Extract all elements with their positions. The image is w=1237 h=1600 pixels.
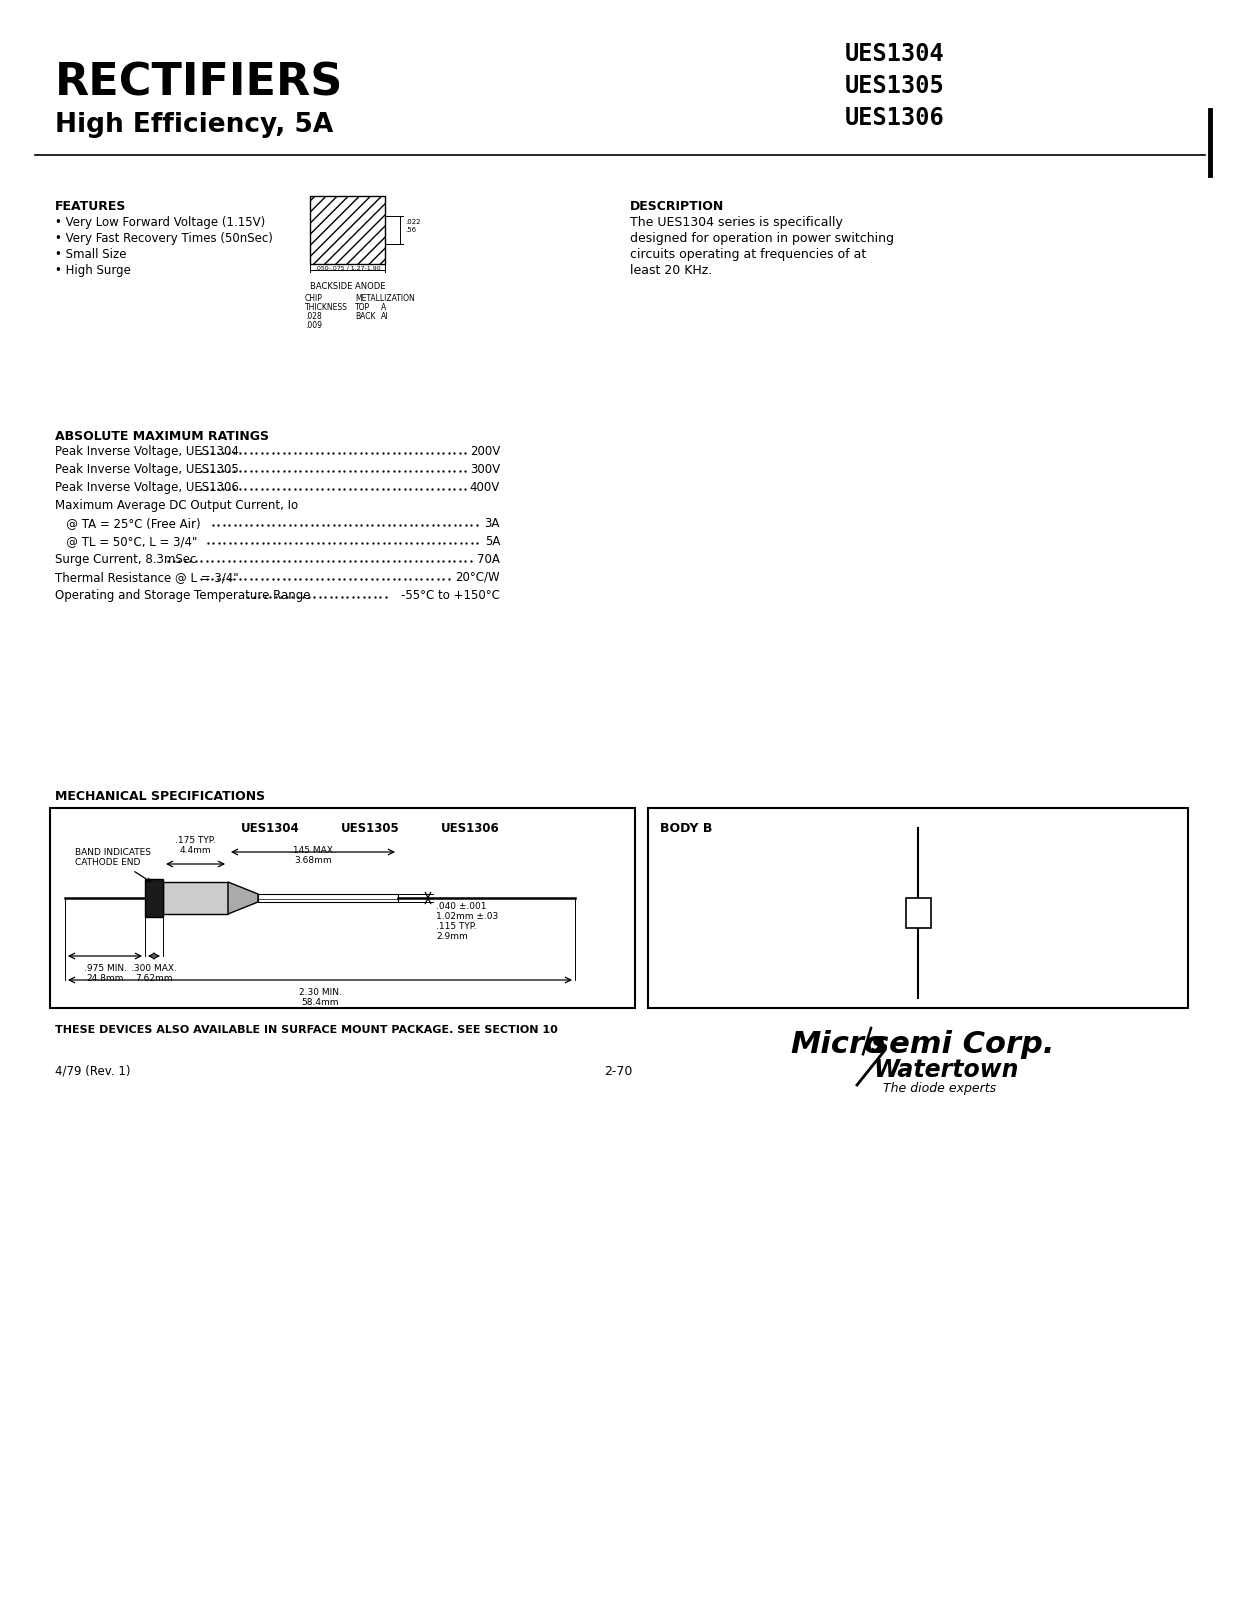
Text: circuits operating at frequencies of at: circuits operating at frequencies of at	[630, 248, 866, 261]
Text: .115 TYP.
2.9mm: .115 TYP. 2.9mm	[435, 922, 476, 941]
Bar	[648, 808, 1188, 1008]
Text: UES1304: UES1304	[845, 42, 945, 66]
Text: BAND INDICATES
CATHODE END: BAND INDICATES CATHODE END	[75, 848, 151, 882]
Text: RECTIFIERS: RECTIFIERS	[54, 62, 344, 106]
Text: • Very Fast Recovery Times (50nSec): • Very Fast Recovery Times (50nSec)	[54, 232, 273, 245]
Bar	[310, 195, 385, 264]
Text: 200V: 200V	[470, 445, 500, 458]
Text: Peak Inverse Voltage, UES1305: Peak Inverse Voltage, UES1305	[54, 462, 239, 477]
Text: • High Surge: • High Surge	[54, 264, 131, 277]
Bar	[259, 894, 398, 902]
Text: A: A	[381, 302, 386, 312]
Text: Micro: Micro	[790, 1030, 884, 1059]
Text: .022
.56: .022 .56	[404, 219, 421, 232]
Text: .300 MAX.
7.62mm: .300 MAX. 7.62mm	[131, 963, 177, 984]
Text: UES1306: UES1306	[845, 106, 945, 130]
Text: Operating and Storage Temperature Range: Operating and Storage Temperature Range	[54, 589, 310, 602]
Text: designed for operation in power switching: designed for operation in power switchin…	[630, 232, 894, 245]
Text: .050-.075 / 1.27-1.90: .050-.075 / 1.27-1.90	[314, 266, 380, 270]
Text: 5A: 5A	[485, 534, 500, 547]
Text: THESE DEVICES ALSO AVAILABLE IN SURFACE MOUNT PACKAGE. SEE SECTION 10: THESE DEVICES ALSO AVAILABLE IN SURFACE …	[54, 1026, 558, 1035]
Text: METALLIZATION: METALLIZATION	[355, 294, 414, 302]
Text: -55°C to +150°C: -55°C to +150°C	[401, 589, 500, 602]
Text: 4/79 (Rev. 1): 4/79 (Rev. 1)	[54, 1066, 130, 1078]
Text: .040 ±.001
1.02mm ±.03: .040 ±.001 1.02mm ±.03	[435, 902, 499, 922]
Text: BACKSIDE ANODE: BACKSIDE ANODE	[309, 282, 385, 291]
Text: semi Corp.: semi Corp.	[871, 1030, 1054, 1059]
Text: High Efficiency, 5A: High Efficiency, 5A	[54, 112, 333, 138]
Text: Peak Inverse Voltage, UES1306: Peak Inverse Voltage, UES1306	[54, 482, 239, 494]
Text: Thermal Resistance @ L = 3/4": Thermal Resistance @ L = 3/4"	[54, 571, 239, 584]
Text: DESCRIPTION: DESCRIPTION	[630, 200, 724, 213]
Text: UES1305: UES1305	[845, 74, 945, 98]
Text: .009: .009	[306, 322, 322, 330]
Text: 20°C/W: 20°C/W	[455, 571, 500, 584]
Text: UES1304: UES1304	[241, 822, 299, 835]
Text: .975 MIN.
24.8mm: .975 MIN. 24.8mm	[84, 963, 126, 984]
Text: MECHANICAL SPECIFICATIONS: MECHANICAL SPECIFICATIONS	[54, 790, 265, 803]
Text: FEATURES: FEATURES	[54, 200, 126, 213]
Bar	[163, 882, 228, 914]
Polygon shape	[228, 882, 259, 914]
Text: .145 MAX.
3.68mm: .145 MAX. 3.68mm	[291, 846, 336, 866]
Bar	[145, 878, 163, 917]
Text: THICKNESS: THICKNESS	[306, 302, 348, 312]
Text: 2-70: 2-70	[604, 1066, 632, 1078]
Text: • Small Size: • Small Size	[54, 248, 126, 261]
Text: Surge Current, 8.3mSec: Surge Current, 8.3mSec	[54, 554, 197, 566]
Text: 2.30 MIN.
58.4mm: 2.30 MIN. 58.4mm	[298, 987, 341, 1008]
Text: Watertown: Watertown	[873, 1058, 1018, 1082]
Text: 300V: 300V	[470, 462, 500, 477]
Text: CHIP: CHIP	[306, 294, 323, 302]
Text: BODY B: BODY B	[661, 822, 713, 835]
Text: .175 TYP.
4.4mm: .175 TYP. 4.4mm	[176, 835, 215, 856]
Text: least 20 KHz.: least 20 KHz.	[630, 264, 713, 277]
Text: TOP: TOP	[355, 302, 370, 312]
Text: • Very Low Forward Voltage (1.15V): • Very Low Forward Voltage (1.15V)	[54, 216, 265, 229]
Text: The UES1304 series is specifically: The UES1304 series is specifically	[630, 216, 842, 229]
Text: @ TL = 50°C, L = 3/4": @ TL = 50°C, L = 3/4"	[54, 534, 198, 547]
Bar	[905, 898, 930, 928]
Text: Maximum Average DC Output Current, Io: Maximum Average DC Output Current, Io	[54, 499, 298, 512]
Text: UES1306: UES1306	[440, 822, 500, 835]
Text: ABSOLUTE MAXIMUM RATINGS: ABSOLUTE MAXIMUM RATINGS	[54, 430, 268, 443]
Text: BACK: BACK	[355, 312, 376, 322]
Text: 3A: 3A	[485, 517, 500, 530]
Text: .028: .028	[306, 312, 322, 322]
Text: 400V: 400V	[470, 482, 500, 494]
Text: Peak Inverse Voltage, UES1304: Peak Inverse Voltage, UES1304	[54, 445, 239, 458]
Text: Al: Al	[381, 312, 388, 322]
Text: UES1305: UES1305	[340, 822, 400, 835]
Text: The diode experts: The diode experts	[883, 1082, 996, 1094]
Text: 70A: 70A	[477, 554, 500, 566]
Text: @ TA = 25°C (Free Air): @ TA = 25°C (Free Air)	[54, 517, 200, 530]
Bar	[49, 808, 635, 1008]
